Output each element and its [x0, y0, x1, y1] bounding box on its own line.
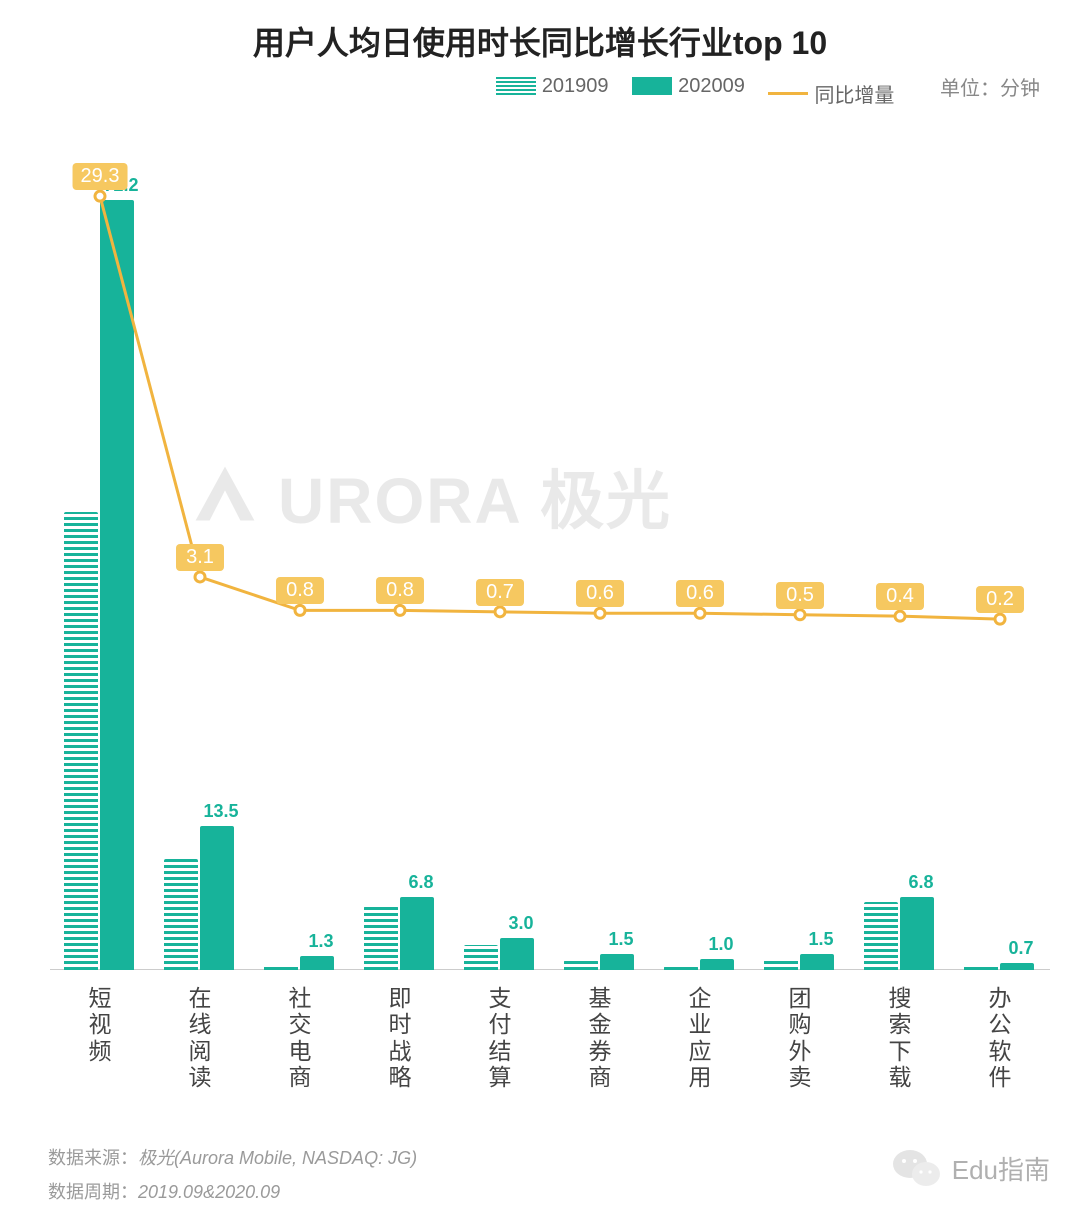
swatch-solid-icon	[632, 77, 672, 95]
bar-value-label: 13.5	[198, 801, 244, 822]
bar-value-label: 1.5	[598, 929, 644, 950]
bar-group: 1.3	[250, 170, 350, 970]
x-axis-category-wrap: 企业应用	[650, 985, 750, 1091]
delta-value-badge: 0.2	[976, 586, 1024, 613]
source-line-1: 数据来源：极光(Aurora Mobile, NASDAQ: JG)	[48, 1144, 417, 1170]
bar-series-a	[764, 959, 798, 970]
legend-series-b: 202009	[632, 75, 745, 98]
bar-series-a	[164, 859, 198, 970]
legend: 201909 202009 同比增量 单位：分钟	[0, 72, 1040, 108]
wechat-attribution: Edu指南	[892, 1147, 1050, 1189]
x-axis-category-wrap: 基金券商	[550, 985, 650, 1091]
source-1-value: 极光(Aurora Mobile, NASDAQ: JG)	[138, 1148, 417, 1168]
x-axis-category: 社交电商	[289, 985, 312, 1091]
bar-value-label: 1.0	[698, 934, 744, 955]
bar-series-b	[400, 897, 434, 970]
source-1-label: 数据来源：	[48, 1148, 138, 1168]
bar-value-label: 1.3	[298, 931, 344, 952]
bar-series-b	[200, 826, 234, 970]
bar-series-a	[64, 512, 98, 970]
bar-series-a	[464, 945, 498, 970]
bar-series-a	[564, 960, 598, 970]
swatch-line-icon	[768, 92, 808, 95]
legend-delta-label: 同比增量	[814, 79, 894, 108]
x-axis-category-wrap: 办公软件	[950, 985, 1050, 1091]
chart-title: 用户人均日使用时长同比增长行业top 10	[0, 18, 1080, 64]
bar-series-b	[700, 959, 734, 970]
legend-unit: 单位：分钟	[940, 78, 1040, 100]
x-axis-category: 支付结算	[489, 985, 512, 1091]
x-axis-category-wrap: 即时战略	[350, 985, 450, 1091]
delta-value-badge: 0.5	[776, 582, 824, 609]
bar-value-label: 1.5	[798, 929, 844, 950]
x-axis-category: 搜索下载	[889, 985, 912, 1091]
delta-value-badge: 3.1	[176, 544, 224, 571]
bar-series-b	[800, 954, 834, 970]
bar-series-b	[500, 938, 534, 970]
x-axis-category-wrap: 支付结算	[450, 985, 550, 1091]
x-axis-category-wrap: 搜索下载	[850, 985, 950, 1091]
legend-b-label: 202009	[678, 75, 745, 98]
x-axis-category-wrap: 团购外卖	[750, 985, 850, 1091]
source-2-value: 2019.09&2020.09	[138, 1182, 280, 1202]
bar-series-a	[264, 965, 298, 970]
bar-series-a	[364, 906, 398, 970]
bar-value-label: 6.8	[898, 872, 944, 893]
delta-value-badge: 0.6	[676, 580, 724, 607]
delta-value-badge: 0.8	[376, 577, 424, 604]
x-axis-category-wrap: 短视频	[50, 985, 150, 1064]
bar-value-label: 3.0	[498, 913, 544, 934]
x-axis-category: 团购外卖	[789, 985, 812, 1091]
bar-series-b	[600, 954, 634, 970]
x-axis-category: 基金券商	[589, 985, 612, 1091]
swatch-striped-icon	[496, 77, 536, 95]
bar-series-b	[100, 200, 134, 970]
bar-series-a	[964, 965, 998, 970]
x-axis-category-wrap: 在线阅读	[150, 985, 250, 1091]
source-2-label: 数据周期：	[48, 1182, 138, 1202]
x-axis-category: 在线阅读	[189, 985, 212, 1091]
bar-group: 1.5	[550, 170, 650, 970]
delta-value-badge: 0.8	[276, 577, 324, 604]
bar-group: 6.8	[350, 170, 450, 970]
bar-group: 3.0	[450, 170, 550, 970]
x-axis-category: 企业应用	[689, 985, 712, 1091]
delta-value-badge: 29.3	[73, 163, 128, 190]
bar-series-a	[864, 902, 898, 970]
legend-series-a: 201909	[496, 75, 609, 98]
bar-series-a	[664, 966, 698, 970]
bar-group: 72.2	[50, 170, 150, 970]
legend-delta: 同比增量	[768, 79, 894, 108]
wechat-icon	[892, 1147, 942, 1189]
bar-value-label: 0.7	[998, 938, 1044, 959]
x-axis-category: 短视频	[89, 985, 112, 1064]
x-axis-category: 办公软件	[989, 985, 1012, 1091]
bar-group: 1.5	[750, 170, 850, 970]
delta-value-badge: 0.6	[576, 580, 624, 607]
x-axis-category-wrap: 社交电商	[250, 985, 350, 1091]
bar-series-b	[1000, 963, 1034, 970]
bar-series-b	[900, 897, 934, 970]
bar-group: 6.8	[850, 170, 950, 970]
delta-value-badge: 0.7	[476, 579, 524, 606]
bar-group: 1.0	[650, 170, 750, 970]
bar-group: 0.7	[950, 170, 1050, 970]
legend-a-label: 201909	[542, 75, 609, 98]
bar-series-b	[300, 956, 334, 970]
wechat-handle: Edu指南	[952, 1150, 1050, 1187]
source-line-2: 数据周期：2019.09&2020.09	[48, 1178, 280, 1204]
bar-value-label: 6.8	[398, 872, 444, 893]
x-axis-category: 即时战略	[389, 985, 412, 1091]
delta-value-badge: 0.4	[876, 583, 924, 610]
